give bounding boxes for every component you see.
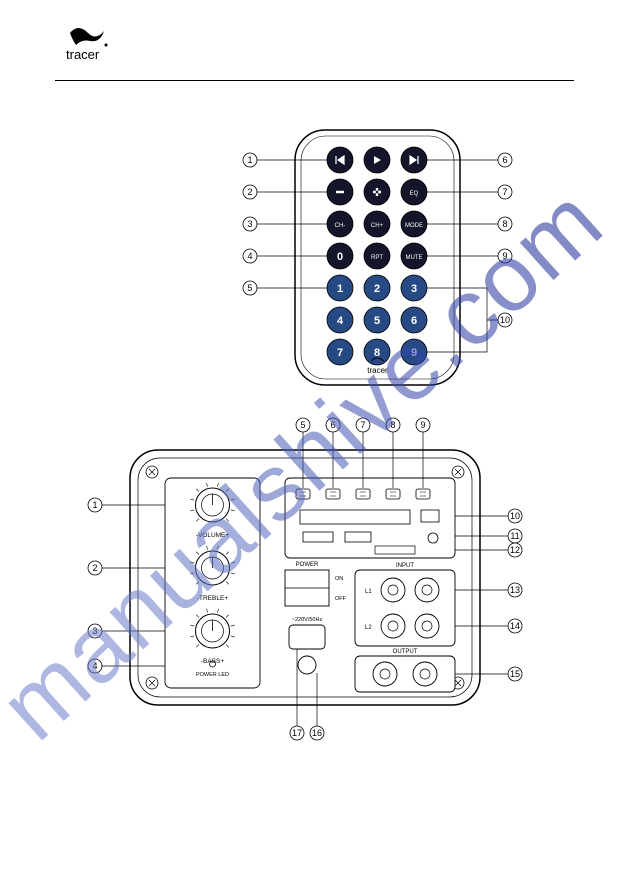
svg-text:POWER: POWER (296, 562, 319, 568)
svg-text:9: 9 (420, 420, 425, 430)
svg-text:8: 8 (390, 420, 395, 430)
svg-text:6: 6 (330, 420, 335, 430)
svg-text:-VOLUME+: -VOLUME+ (196, 532, 230, 539)
svg-text:5: 5 (300, 420, 305, 430)
svg-text:2: 2 (92, 563, 97, 573)
svg-text:-TREBLE+: -TREBLE+ (197, 595, 228, 602)
svg-text:16: 16 (312, 728, 322, 738)
svg-text:-BASS+: -BASS+ (201, 658, 225, 665)
svg-text:7: 7 (360, 420, 365, 430)
svg-text:4: 4 (92, 661, 97, 671)
svg-text:OUTPUT: OUTPUT (393, 649, 418, 655)
svg-text:ON: ON (335, 576, 343, 582)
svg-text:POWER LED: POWER LED (196, 672, 229, 678)
svg-text:14: 14 (510, 621, 520, 631)
svg-text:1: 1 (92, 500, 97, 510)
svg-text:11: 11 (510, 531, 519, 541)
svg-text:12: 12 (510, 545, 520, 555)
svg-text:L1: L1 (365, 589, 372, 595)
svg-text:13: 13 (510, 585, 520, 595)
panel-diagram: -VOLUME+ 1 -TREBLE+ 2 -BASS+ 3 POWER LED 4 5 6 7 8 9… (0, 0, 629, 780)
svg-text:17: 17 (292, 728, 302, 738)
svg-text:OFF: OFF (335, 596, 347, 602)
svg-text:L2: L2 (365, 625, 372, 631)
svg-text:INPUT: INPUT (396, 563, 414, 569)
svg-text:10: 10 (510, 511, 520, 521)
svg-text:15: 15 (510, 669, 520, 679)
svg-text:~220V/50Hz: ~220V/50Hz (292, 617, 323, 623)
svg-text:3: 3 (92, 626, 97, 636)
